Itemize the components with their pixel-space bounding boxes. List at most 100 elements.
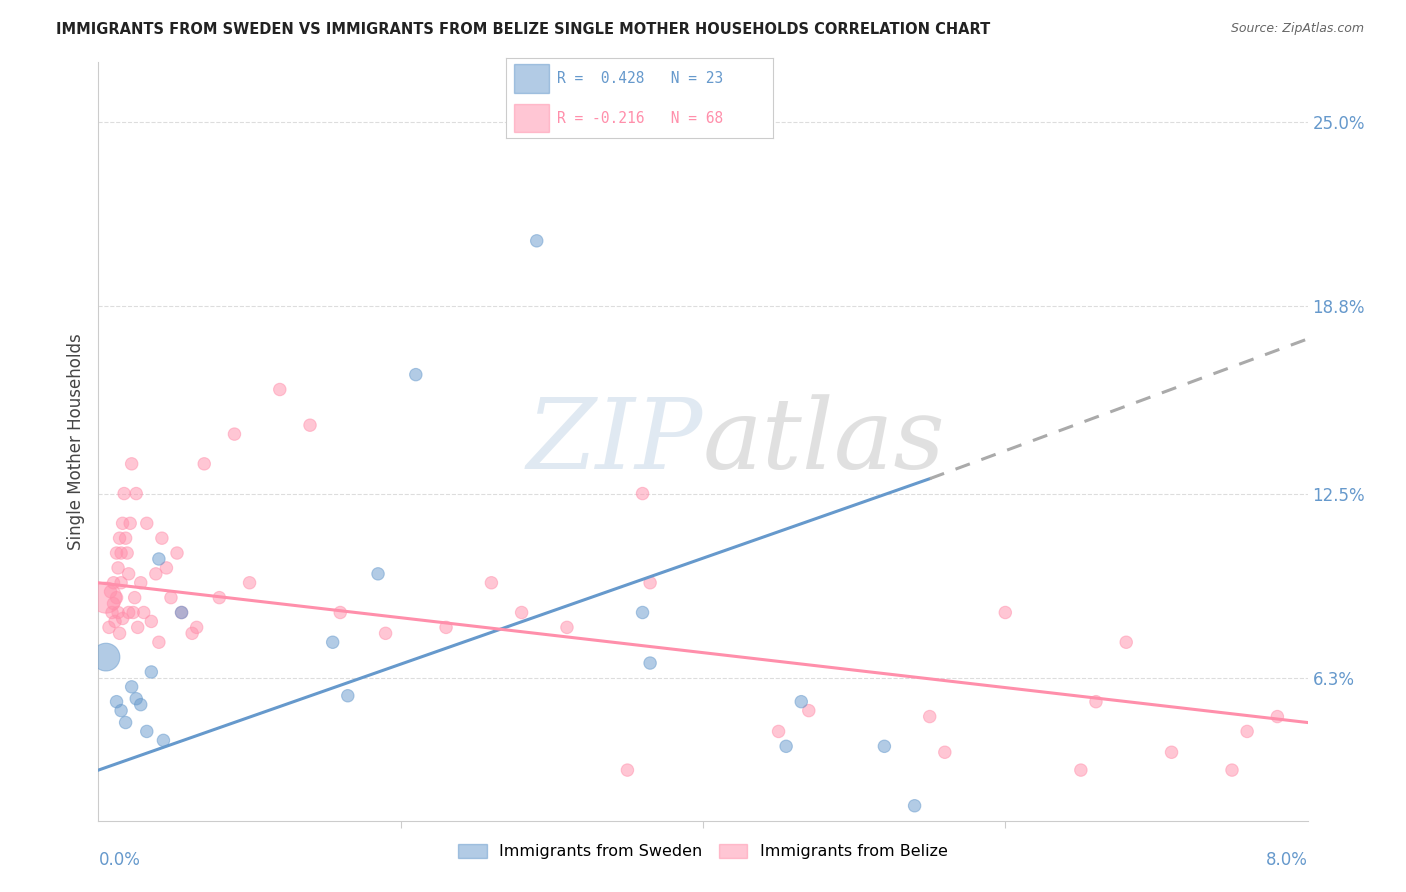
Point	[121, 457, 143, 471]
Point	[269, 383, 291, 397]
Point	[107, 606, 129, 620]
Point	[107, 561, 129, 575]
Point	[98, 620, 121, 634]
Point	[1115, 635, 1137, 649]
Point	[160, 591, 183, 605]
Point	[336, 689, 359, 703]
Point	[631, 606, 654, 620]
Point	[904, 798, 927, 813]
Point	[152, 733, 174, 747]
Point	[124, 591, 146, 605]
Point	[94, 650, 117, 665]
Point	[510, 606, 533, 620]
Point	[118, 606, 141, 620]
Point	[148, 635, 170, 649]
Bar	[515, 103, 548, 132]
Point	[127, 620, 149, 634]
Point	[616, 763, 638, 777]
Point	[114, 531, 136, 545]
Point	[239, 575, 262, 590]
Bar	[515, 64, 548, 93]
Point	[526, 234, 548, 248]
Point	[112, 486, 135, 500]
Point	[193, 457, 215, 471]
Point	[104, 615, 127, 629]
Point	[141, 615, 163, 629]
Point	[224, 427, 246, 442]
Point	[1070, 763, 1092, 777]
Point	[1236, 724, 1258, 739]
Point	[122, 606, 145, 620]
Point	[129, 575, 152, 590]
Text: R =  0.428   N = 23: R = 0.428 N = 23	[557, 71, 723, 87]
Point	[94, 591, 117, 605]
Point	[155, 561, 177, 575]
Point	[135, 516, 157, 531]
Point	[1160, 745, 1182, 759]
Text: Source: ZipAtlas.com: Source: ZipAtlas.com	[1230, 22, 1364, 36]
Text: 8.0%: 8.0%	[1265, 851, 1308, 869]
Point	[148, 552, 170, 566]
Point	[186, 620, 208, 634]
Point	[208, 591, 231, 605]
Point	[103, 597, 125, 611]
Point	[108, 626, 131, 640]
Point	[934, 745, 956, 759]
Point	[114, 715, 136, 730]
Point	[115, 546, 138, 560]
Point	[105, 591, 128, 605]
Text: 0.0%: 0.0%	[98, 851, 141, 869]
Point	[111, 611, 134, 625]
Point	[132, 606, 155, 620]
Point	[105, 695, 128, 709]
Point	[145, 566, 167, 581]
Point	[367, 566, 389, 581]
Point	[121, 680, 143, 694]
Text: atlas: atlas	[703, 394, 946, 489]
Point	[100, 584, 122, 599]
Point	[110, 546, 132, 560]
Point	[638, 656, 661, 670]
Point	[775, 739, 797, 754]
Point	[994, 606, 1017, 620]
Legend: Immigrants from Sweden, Immigrants from Belize: Immigrants from Sweden, Immigrants from …	[451, 838, 955, 866]
Text: ZIP: ZIP	[527, 394, 703, 489]
Point	[101, 606, 124, 620]
Point	[120, 516, 142, 531]
Point	[918, 709, 941, 723]
Point	[125, 691, 148, 706]
Y-axis label: Single Mother Households: Single Mother Households	[66, 334, 84, 549]
Point	[150, 531, 173, 545]
Point	[322, 635, 344, 649]
Point	[374, 626, 396, 640]
Point	[141, 665, 163, 679]
Point	[768, 724, 790, 739]
Point	[129, 698, 152, 712]
Point	[555, 620, 578, 634]
Point	[873, 739, 896, 754]
Point	[103, 575, 125, 590]
Text: IMMIGRANTS FROM SWEDEN VS IMMIGRANTS FROM BELIZE SINGLE MOTHER HOUSEHOLDS CORREL: IMMIGRANTS FROM SWEDEN VS IMMIGRANTS FRO…	[56, 22, 990, 37]
Point	[299, 418, 322, 433]
Point	[181, 626, 204, 640]
Point	[631, 486, 654, 500]
Text: R = -0.216   N = 68: R = -0.216 N = 68	[557, 111, 723, 126]
Point	[405, 368, 427, 382]
Point	[108, 531, 131, 545]
Point	[125, 486, 148, 500]
Point	[434, 620, 457, 634]
Point	[105, 546, 128, 560]
Point	[481, 575, 503, 590]
Point	[135, 724, 157, 739]
Point	[1220, 763, 1243, 777]
Point	[790, 695, 813, 709]
Point	[1085, 695, 1108, 709]
Point	[170, 606, 193, 620]
Point	[329, 606, 352, 620]
Point	[111, 516, 134, 531]
Point	[638, 575, 661, 590]
Point	[797, 704, 820, 718]
Point	[110, 575, 132, 590]
Point	[110, 704, 132, 718]
Point	[1267, 709, 1289, 723]
